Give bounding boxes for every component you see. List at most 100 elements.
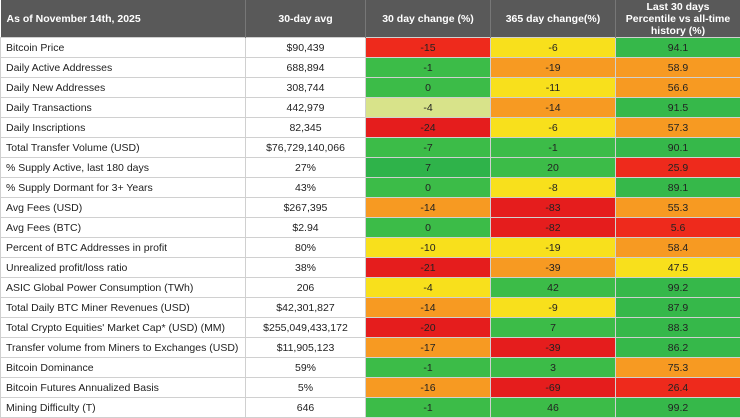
- metric-name: Total Daily BTC Miner Revenues (USD): [1, 298, 246, 318]
- metric-value: 38%: [246, 258, 366, 278]
- column-header: Last 30 days Percentile vs all-time hist…: [616, 0, 740, 38]
- metric-value: $42,301,827: [246, 298, 366, 318]
- change-cell: -83: [491, 198, 616, 218]
- metric-value: 27%: [246, 158, 366, 178]
- metric-value: 688,894: [246, 58, 366, 78]
- metric-value: 80%: [246, 238, 366, 258]
- change-cell: 7: [491, 318, 616, 338]
- metric-name: Bitcoin Futures Annualized Basis: [1, 378, 246, 398]
- change-cell: -9: [491, 298, 616, 318]
- change-cell: 20: [491, 158, 616, 178]
- change-cell: -82: [491, 218, 616, 238]
- change-cell: 7: [366, 158, 491, 178]
- metric-value: $76,729,140,066: [246, 138, 366, 158]
- metric-name: Total Crypto Equities' Market Cap* (USD)…: [1, 318, 246, 338]
- table-row: Total Crypto Equities' Market Cap* (USD)…: [1, 318, 740, 338]
- change-cell: -7: [366, 138, 491, 158]
- change-cell: -1: [366, 358, 491, 378]
- change-cell: 87.9: [616, 298, 740, 318]
- change-cell: 89.1: [616, 178, 740, 198]
- metric-value: 646: [246, 398, 366, 418]
- metric-value: 43%: [246, 178, 366, 198]
- change-cell: 3: [491, 358, 616, 378]
- change-cell: -11: [491, 78, 616, 98]
- column-header: As of November 14th, 2025: [1, 0, 246, 38]
- column-header: 30 day change (%): [366, 0, 491, 38]
- change-cell: -1: [491, 138, 616, 158]
- metric-value: 206: [246, 278, 366, 298]
- change-cell: 46: [491, 398, 616, 418]
- change-cell: 90.1: [616, 138, 740, 158]
- metric-name: Transfer volume from Miners to Exchanges…: [1, 338, 246, 358]
- change-cell: -21: [366, 258, 491, 278]
- change-cell: 94.1: [616, 38, 740, 58]
- metric-value: 442,979: [246, 98, 366, 118]
- change-cell: -20: [366, 318, 491, 338]
- change-cell: -19: [491, 58, 616, 78]
- metric-value: 82,345: [246, 118, 366, 138]
- metric-name: Bitcoin Price: [1, 38, 246, 58]
- metric-value: $267,395: [246, 198, 366, 218]
- change-cell: -4: [366, 278, 491, 298]
- change-cell: -24: [366, 118, 491, 138]
- metric-value: $2.94: [246, 218, 366, 238]
- table-row: Total Daily BTC Miner Revenues (USD)$42,…: [1, 298, 740, 318]
- change-cell: -10: [366, 238, 491, 258]
- change-cell: 42: [491, 278, 616, 298]
- change-cell: -6: [491, 118, 616, 138]
- metric-value: $90,439: [246, 38, 366, 58]
- change-cell: 91.5: [616, 98, 740, 118]
- change-cell: 75.3: [616, 358, 740, 378]
- metric-name: Avg Fees (USD): [1, 198, 246, 218]
- change-cell: -69: [491, 378, 616, 398]
- table-row: ASIC Global Power Consumption (TWh)206-4…: [1, 278, 740, 298]
- change-cell: 88.3: [616, 318, 740, 338]
- metric-name: Mining Difficulty (T): [1, 398, 246, 418]
- change-cell: 25.9: [616, 158, 740, 178]
- change-cell: -39: [491, 258, 616, 278]
- metric-name: % Supply Dormant for 3+ Years: [1, 178, 246, 198]
- table-row: Total Transfer Volume (USD)$76,729,140,0…: [1, 138, 740, 158]
- change-cell: 0: [366, 78, 491, 98]
- change-cell: -39: [491, 338, 616, 358]
- change-cell: 26.4: [616, 378, 740, 398]
- column-header: 30-day avg: [246, 0, 366, 38]
- change-cell: 58.4: [616, 238, 740, 258]
- change-cell: -15: [366, 38, 491, 58]
- change-cell: -6: [491, 38, 616, 58]
- change-cell: -4: [366, 98, 491, 118]
- change-cell: -17: [366, 338, 491, 358]
- change-cell: -19: [491, 238, 616, 258]
- metric-name: Avg Fees (BTC): [1, 218, 246, 238]
- change-cell: 99.2: [616, 398, 740, 418]
- metric-name: Daily Inscriptions: [1, 118, 246, 138]
- table-row: Transfer volume from Miners to Exchanges…: [1, 338, 740, 358]
- metric-value: $255,049,433,172: [246, 318, 366, 338]
- metric-name: Daily Transactions: [1, 98, 246, 118]
- metric-name: Bitcoin Dominance: [1, 358, 246, 378]
- change-cell: 47.5: [616, 258, 740, 278]
- change-cell: -14: [366, 298, 491, 318]
- change-cell: 56.6: [616, 78, 740, 98]
- change-cell: -16: [366, 378, 491, 398]
- metric-name: Daily Active Addresses: [1, 58, 246, 78]
- change-cell: 86.2: [616, 338, 740, 358]
